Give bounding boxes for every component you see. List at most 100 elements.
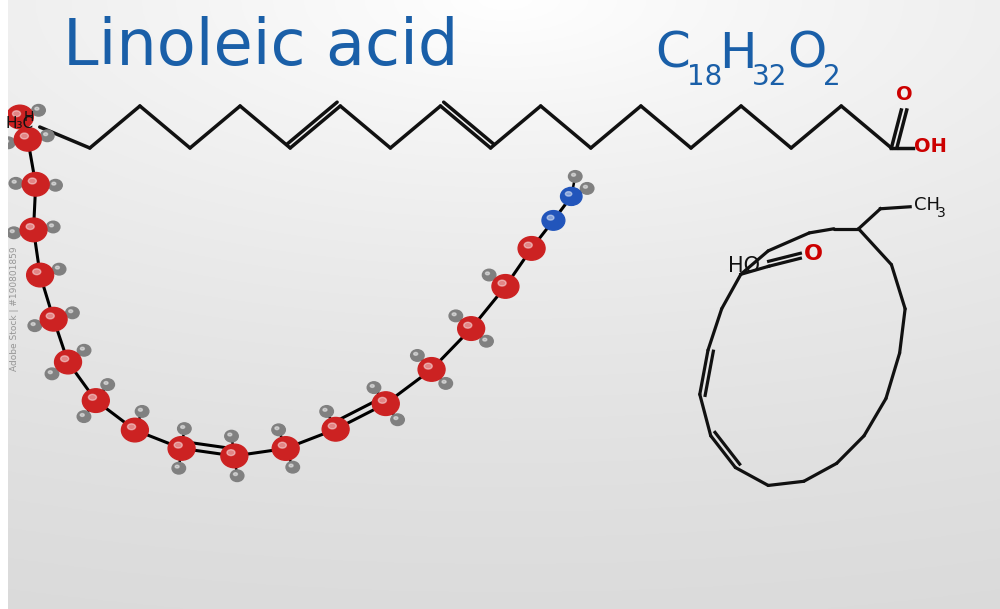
Ellipse shape — [323, 409, 327, 411]
Ellipse shape — [52, 264, 66, 275]
Text: 3: 3 — [937, 206, 946, 220]
Ellipse shape — [20, 133, 28, 139]
Ellipse shape — [46, 313, 54, 319]
Ellipse shape — [485, 272, 489, 275]
Ellipse shape — [26, 224, 34, 230]
Ellipse shape — [5, 139, 9, 143]
Ellipse shape — [482, 269, 496, 281]
Text: C: C — [655, 30, 690, 78]
Ellipse shape — [442, 381, 446, 383]
Ellipse shape — [483, 338, 487, 341]
Ellipse shape — [391, 414, 404, 426]
Ellipse shape — [492, 275, 519, 298]
Ellipse shape — [52, 182, 56, 185]
Text: 32: 32 — [752, 63, 787, 91]
Ellipse shape — [35, 107, 39, 110]
Ellipse shape — [328, 423, 336, 429]
Ellipse shape — [28, 178, 36, 184]
Ellipse shape — [230, 470, 244, 482]
Ellipse shape — [10, 230, 14, 233]
Ellipse shape — [547, 215, 554, 220]
Ellipse shape — [88, 395, 97, 400]
Ellipse shape — [46, 221, 60, 233]
Ellipse shape — [49, 224, 54, 227]
Ellipse shape — [174, 442, 182, 448]
Ellipse shape — [61, 356, 69, 362]
Ellipse shape — [138, 409, 142, 411]
Ellipse shape — [77, 345, 91, 356]
Ellipse shape — [77, 411, 91, 423]
Ellipse shape — [48, 371, 52, 374]
Ellipse shape — [9, 178, 23, 189]
Ellipse shape — [542, 211, 565, 230]
Ellipse shape — [178, 423, 191, 434]
Ellipse shape — [175, 465, 179, 468]
Ellipse shape — [580, 183, 594, 194]
Ellipse shape — [27, 263, 54, 287]
Ellipse shape — [424, 363, 432, 369]
Ellipse shape — [0, 118, 8, 130]
Ellipse shape — [480, 336, 493, 347]
Ellipse shape — [458, 317, 485, 340]
Ellipse shape — [233, 473, 237, 476]
Ellipse shape — [228, 433, 232, 436]
Ellipse shape — [322, 417, 349, 441]
Ellipse shape — [561, 188, 582, 205]
Ellipse shape — [227, 449, 235, 456]
Text: CH: CH — [914, 195, 940, 214]
Ellipse shape — [449, 310, 463, 322]
Ellipse shape — [439, 378, 453, 389]
Ellipse shape — [1, 137, 15, 149]
Ellipse shape — [378, 398, 386, 403]
Ellipse shape — [121, 418, 148, 442]
Ellipse shape — [82, 389, 109, 412]
Ellipse shape — [372, 392, 399, 415]
Ellipse shape — [275, 427, 279, 429]
Ellipse shape — [272, 437, 299, 460]
Ellipse shape — [172, 462, 186, 474]
Text: H: H — [23, 110, 34, 124]
Ellipse shape — [394, 417, 398, 420]
Ellipse shape — [272, 424, 285, 435]
Text: H: H — [719, 30, 757, 78]
Ellipse shape — [583, 185, 587, 188]
Ellipse shape — [418, 357, 445, 381]
Text: Adobe Stock | #190801859: Adobe Stock | #190801859 — [10, 247, 19, 371]
Ellipse shape — [568, 171, 582, 182]
Ellipse shape — [7, 227, 21, 239]
Ellipse shape — [40, 308, 67, 331]
Ellipse shape — [286, 462, 300, 473]
Ellipse shape — [12, 180, 16, 183]
Ellipse shape — [31, 323, 35, 325]
Text: OH: OH — [914, 136, 947, 155]
Ellipse shape — [33, 269, 41, 275]
Ellipse shape — [20, 218, 47, 242]
Ellipse shape — [80, 414, 84, 417]
Ellipse shape — [41, 130, 54, 141]
Ellipse shape — [498, 280, 506, 286]
Text: O: O — [804, 244, 823, 264]
Text: O: O — [788, 30, 827, 78]
Ellipse shape — [69, 310, 73, 312]
Ellipse shape — [464, 322, 472, 328]
Text: HO: HO — [728, 256, 760, 276]
Ellipse shape — [101, 379, 114, 390]
Ellipse shape — [104, 381, 108, 384]
Ellipse shape — [278, 442, 286, 448]
Ellipse shape — [518, 237, 545, 260]
Ellipse shape — [66, 307, 79, 319]
Ellipse shape — [320, 406, 333, 417]
Ellipse shape — [289, 464, 293, 467]
Ellipse shape — [32, 105, 45, 116]
Ellipse shape — [524, 242, 532, 248]
Ellipse shape — [49, 180, 62, 191]
Ellipse shape — [370, 384, 374, 387]
Ellipse shape — [181, 426, 185, 429]
Ellipse shape — [6, 105, 33, 128]
Ellipse shape — [225, 431, 238, 442]
Ellipse shape — [221, 444, 248, 468]
Ellipse shape — [411, 350, 424, 361]
Ellipse shape — [572, 174, 576, 176]
Text: H₃C: H₃C — [6, 116, 34, 132]
Ellipse shape — [135, 406, 149, 417]
